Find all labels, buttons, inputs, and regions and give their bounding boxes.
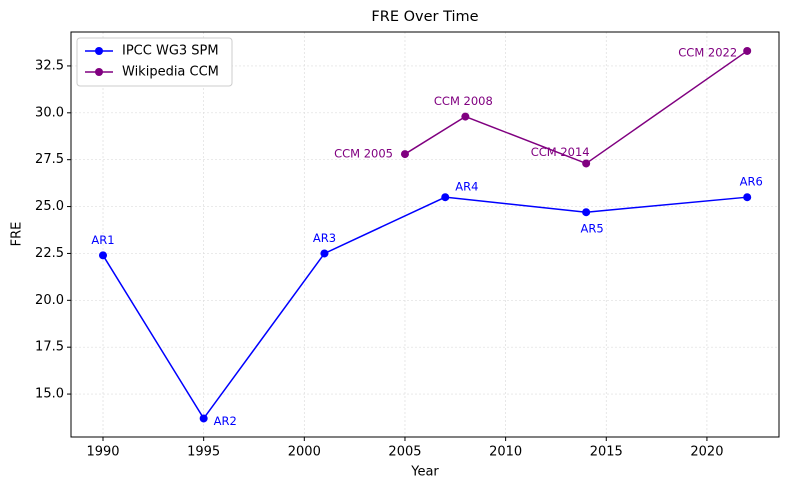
y-tick-label: 25.0	[35, 199, 64, 214]
chart-title: FRE Over Time	[371, 9, 478, 25]
x-axis-label: Year	[410, 465, 439, 480]
x-tick-label: 2015	[590, 445, 623, 460]
y-tick-label: 17.5	[35, 340, 64, 355]
x-tick-label: 2020	[690, 445, 723, 460]
point	[320, 249, 329, 258]
point-label: AR5	[581, 222, 604, 236]
point	[582, 208, 591, 217]
point	[743, 193, 752, 202]
legend-box	[76, 37, 233, 87]
point-label: AR3	[313, 231, 336, 245]
legend: IPCC WG3 SPM Wikipedia CCM	[76, 37, 233, 87]
point	[461, 112, 470, 121]
point	[441, 193, 450, 202]
y-tick-label: 32.5	[35, 58, 64, 73]
point-label: CCM 2005	[334, 147, 393, 161]
point	[199, 414, 208, 423]
y-tick-label: 27.5	[35, 152, 64, 167]
legend-marker	[95, 47, 103, 55]
legend-label: IPCC WG3 SPM	[122, 44, 219, 59]
y-tick-label: 15.0	[35, 387, 64, 402]
point-label: CCM 2014	[531, 145, 590, 159]
point-label: CCM 2008	[434, 94, 493, 108]
legend-label: Wikipedia CCM	[122, 65, 219, 80]
x-tick-label: 2000	[288, 445, 321, 460]
y-tick-label: 22.5	[35, 246, 64, 261]
point	[743, 46, 752, 55]
legend-marker	[95, 68, 103, 76]
point	[400, 150, 409, 159]
point	[99, 251, 108, 260]
point-label: AR4	[455, 180, 478, 194]
x-tick-label: 2005	[388, 445, 421, 460]
plot-frame	[70, 31, 780, 438]
point-label: AR1	[91, 233, 114, 247]
line	[404, 50, 748, 165]
point-label: AR6	[740, 175, 763, 189]
point-label: AR2	[214, 414, 237, 428]
y-tick-label: 30.0	[35, 105, 64, 120]
x-tick-label: 1990	[86, 445, 119, 460]
y-tick-label: 20.0	[35, 293, 64, 308]
x-tick-label: 2010	[489, 445, 522, 460]
line	[102, 196, 748, 420]
x-tick-label: 1995	[187, 445, 220, 460]
point-label: CCM 2022	[678, 45, 737, 59]
point	[582, 159, 591, 168]
y-axis-label: FRE	[10, 222, 25, 247]
